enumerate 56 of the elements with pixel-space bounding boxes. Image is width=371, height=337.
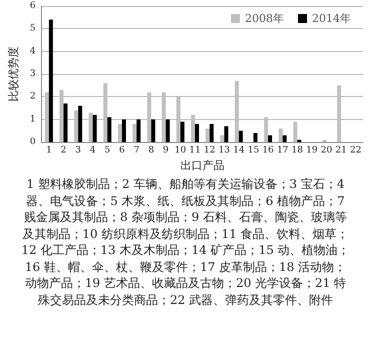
bar [92, 114, 97, 142]
bar [238, 130, 243, 142]
x-tick-label: 5 [104, 146, 110, 156]
x-tick-label: 7 [134, 146, 140, 156]
x-tick-label: 4 [90, 146, 96, 156]
bar [206, 128, 210, 142]
bar [220, 135, 224, 142]
bar [107, 117, 112, 142]
text: 1 塑料橡胶制品；2 车辆、船舶等有关运输设备；3 宝石；4 器、电气设备；5 木浆、纸、纸板及其制品；6 植物产品；7 贱金属及其制品；8 杂项制品；9 石料、石膏、陶瓷、玻璃等及其制品；10 纺织原料及纺织制品；11 食品、饮料、烟草；12 化工产品；13 木及木制品；14 矿产品；15 动、植物油；16 鞋、帽、伞、杖、鞭及零件；17 皮革制品；18 活动物；动物产品；19 艺术品、收藏品及古物；20 光学设备；21 特殊交易品及未分类商品；22 武器、弹药及其零件、附件 [20, 176, 350, 308]
x-tick-label: 3 [75, 146, 82, 156]
x-tick-label: 22 [350, 146, 362, 156]
bar [64, 104, 68, 142]
y-tick-label: 0 [30, 137, 36, 148]
x-tick-label: 13 [218, 146, 230, 156]
y-tick-label: 5 [30, 24, 36, 34]
x-tick-label: 17 [276, 146, 289, 156]
x-tick-label: 14 [233, 146, 245, 156]
bar [253, 133, 258, 142]
bar [166, 119, 170, 142]
bar [195, 124, 200, 142]
bar [180, 122, 184, 142]
x-tick-label: 9 [162, 146, 169, 156]
bar [136, 119, 141, 142]
x-tick-label: 6 [119, 146, 126, 156]
y-tick-label: 4 [30, 46, 36, 56]
y-tick-label: 6 [30, 1, 36, 11]
x-axis-title: 出口产品 [180, 159, 224, 172]
x-tick-label: 20 [320, 146, 332, 156]
bar [210, 124, 214, 142]
y-tick-label: 3 [30, 69, 36, 80]
y-tick-label: 1 [30, 114, 36, 124]
bar [132, 124, 137, 142]
x-tick-label: 19 [306, 146, 318, 156]
x-tick-label: 16 [262, 146, 274, 156]
x-tick-label: 2 [60, 146, 66, 156]
bar [224, 126, 228, 142]
x-tick-label: 18 [292, 146, 304, 156]
x-tick-label: 15 [248, 146, 260, 156]
x-tick-label: 8 [148, 146, 154, 156]
legend-label: 2008年 [245, 12, 284, 25]
bar [268, 135, 272, 142]
bar [282, 135, 287, 142]
x-tick-label: 11 [189, 146, 201, 156]
y-tick-label: 2 [30, 92, 36, 102]
x-tick-label: 10 [174, 146, 186, 156]
x-tick-label: 12 [204, 146, 216, 156]
bar [118, 124, 122, 142]
bar [78, 106, 82, 142]
bar [278, 128, 283, 142]
bar [151, 119, 156, 142]
legend-label: 2014年 [312, 12, 352, 25]
bar [122, 119, 126, 142]
bar [48, 20, 53, 142]
x-tick-label: 21 [335, 146, 347, 156]
y-axis-title: 比较优势度 [7, 46, 20, 102]
x-tick-label: 1 [46, 146, 52, 156]
